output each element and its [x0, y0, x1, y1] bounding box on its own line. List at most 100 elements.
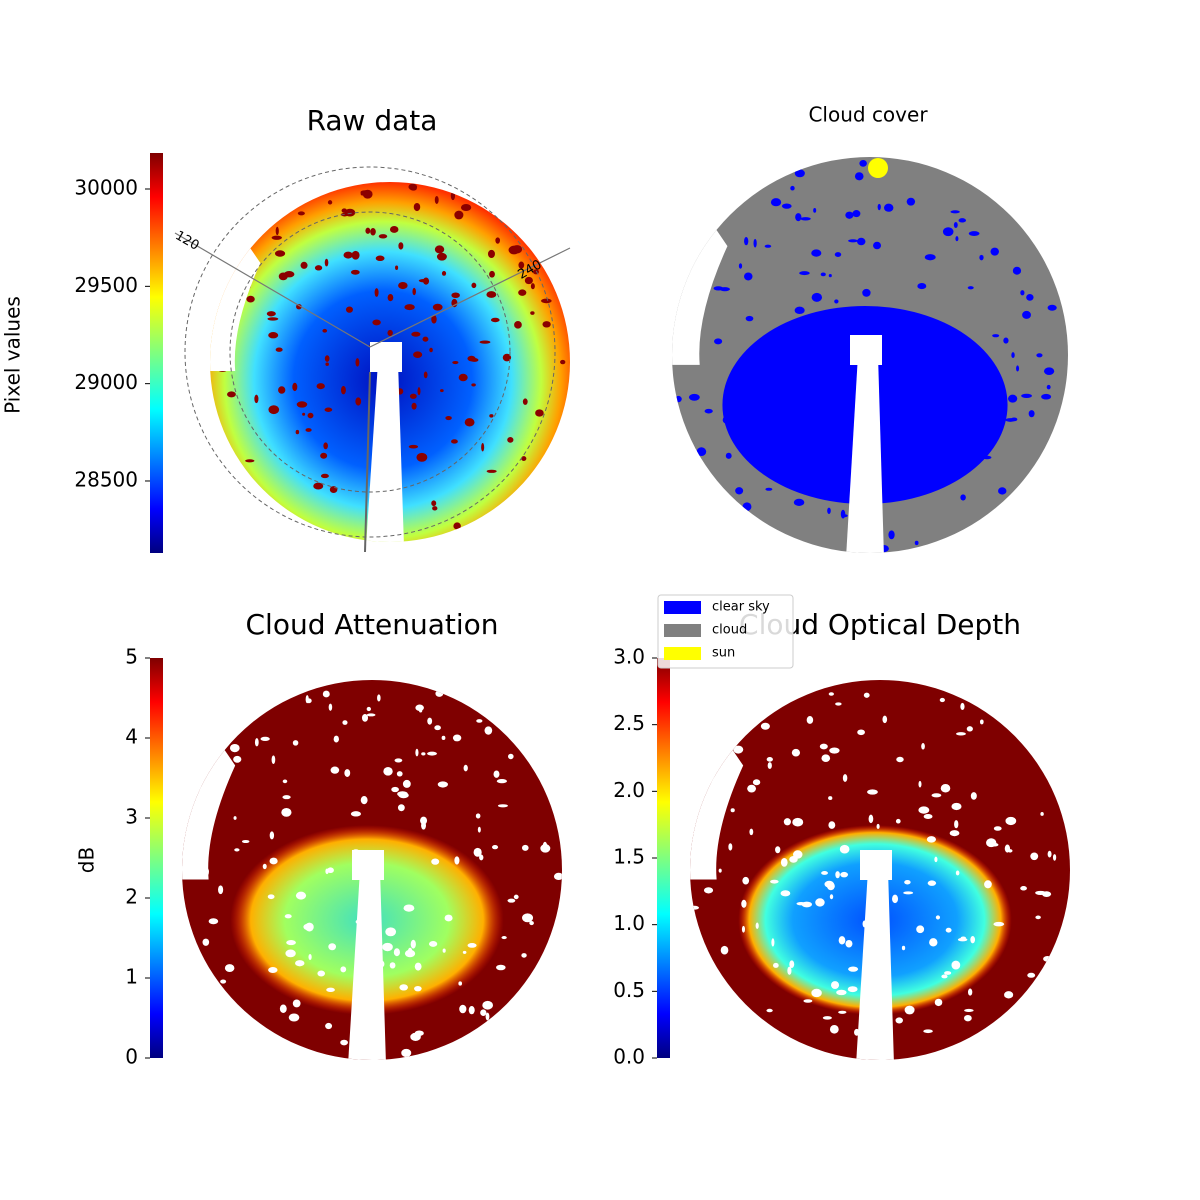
speckle [857, 729, 865, 736]
speckle [420, 816, 428, 825]
colorbar-tick-label: 29000 [74, 370, 138, 394]
mast-head [850, 335, 882, 365]
speckle [404, 304, 415, 311]
speckle [970, 936, 976, 944]
speckle [395, 265, 399, 271]
speckle [393, 948, 400, 957]
speckle [838, 1010, 847, 1014]
speckle [970, 792, 977, 800]
speckle [401, 1048, 412, 1058]
speckle [300, 261, 308, 269]
speckle [834, 252, 842, 257]
speckle [840, 509, 846, 519]
colorbar-tick-label: 0.5 [613, 978, 645, 1002]
colorbar-label: dB [75, 847, 99, 873]
speckle [968, 231, 980, 236]
speckle [479, 340, 491, 344]
speckle [434, 245, 445, 254]
colorbar-tick-label: 28500 [74, 467, 138, 491]
speckle [766, 757, 773, 762]
speckle [521, 844, 529, 851]
speckle [966, 726, 973, 732]
speckle [452, 360, 459, 365]
speckle [830, 362, 839, 367]
speckle [763, 428, 773, 437]
speckle [800, 408, 804, 413]
speckle [822, 1016, 832, 1020]
speckle [838, 936, 846, 945]
speckle [941, 974, 948, 979]
speckle [873, 241, 882, 250]
speckle [735, 487, 744, 495]
speckle [914, 540, 919, 546]
speckle [921, 743, 925, 750]
speckle [744, 359, 750, 366]
speckle [781, 203, 792, 209]
speckle [900, 467, 905, 476]
speckle [859, 159, 867, 167]
speckle [378, 234, 388, 239]
speckle [904, 879, 911, 885]
speckle [770, 198, 782, 207]
speckle [268, 967, 278, 973]
panel-title: Cloud Attenuation [245, 608, 498, 641]
speckle [281, 808, 292, 817]
speckle [360, 796, 368, 805]
speckle [343, 251, 353, 259]
speckle [1005, 816, 1017, 826]
speckle [422, 336, 429, 342]
speckle [432, 303, 443, 311]
speckle [690, 905, 699, 910]
speckle [842, 774, 848, 782]
speckle [722, 415, 733, 425]
speckle [828, 796, 833, 800]
speckle [960, 494, 966, 501]
speckle [916, 925, 925, 934]
speckle [1035, 890, 1047, 895]
speckle [411, 331, 421, 337]
speckle [845, 939, 853, 948]
speckle [881, 490, 891, 499]
speckle [703, 887, 714, 894]
speckle [819, 743, 828, 750]
speckle [877, 203, 881, 211]
speckle [796, 901, 806, 906]
speckle [316, 383, 325, 390]
speckle [350, 269, 360, 275]
speckle [553, 872, 562, 881]
speckle [279, 1004, 287, 1013]
speckle [742, 502, 752, 511]
sun-marker [868, 158, 888, 178]
speckle [811, 988, 822, 998]
speckle [1030, 852, 1039, 861]
speckle [906, 197, 916, 206]
speckle [951, 802, 962, 811]
speckle [220, 979, 227, 984]
colorbar-tick-label: 0 [125, 1045, 138, 1069]
speckle [889, 468, 900, 476]
speckle [560, 359, 566, 365]
speckle [328, 703, 333, 711]
speckle [905, 339, 910, 348]
speckle [741, 925, 746, 933]
mast [856, 870, 894, 1060]
speckle [960, 408, 969, 414]
speckle [876, 823, 880, 830]
speckle [852, 210, 861, 218]
speckle [450, 191, 456, 201]
speckle [418, 279, 429, 283]
speckle [793, 498, 805, 506]
speckle [834, 299, 839, 304]
speckle [454, 210, 464, 220]
speckle [1028, 410, 1035, 418]
speckle [924, 254, 936, 261]
speckle [986, 838, 997, 848]
speckle [1027, 972, 1036, 978]
colorbar-tick-label: 30000 [74, 176, 138, 200]
speckle [752, 779, 761, 786]
speckle [1043, 956, 1052, 962]
speckle [993, 826, 1002, 831]
speckle [820, 272, 826, 277]
speckle [440, 389, 444, 393]
